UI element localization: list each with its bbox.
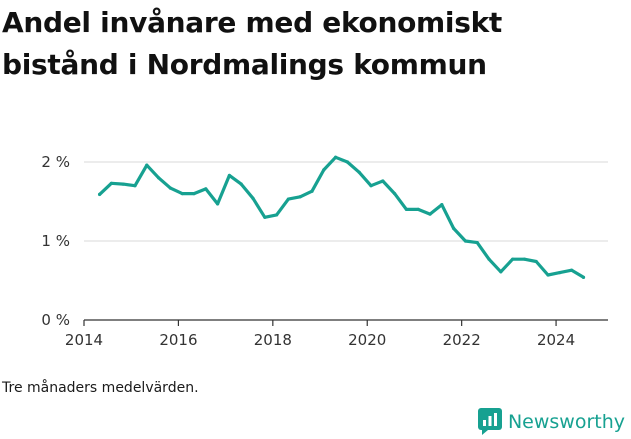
data-point xyxy=(440,203,444,207)
data-point xyxy=(121,182,125,186)
data-point xyxy=(487,257,491,261)
x-tick-label: 2022 xyxy=(443,331,481,349)
y-tick-label: 0 % xyxy=(41,311,70,329)
data-point xyxy=(310,189,314,193)
data-point xyxy=(357,170,361,174)
y-tick-label: 2 % xyxy=(41,153,70,171)
data-point xyxy=(463,239,468,243)
data-point xyxy=(192,192,196,196)
brand-logo[interactable]: Newsworthy xyxy=(477,408,625,436)
data-point xyxy=(263,215,267,219)
data-point xyxy=(511,257,515,261)
data-point xyxy=(145,163,149,167)
data-point xyxy=(534,259,538,264)
chart-caption: Tre månaders medelvärden. xyxy=(2,380,199,396)
x-tick-label: 2020 xyxy=(348,331,386,349)
data-point xyxy=(404,207,409,211)
data-point xyxy=(168,186,172,190)
data-point xyxy=(227,173,231,178)
data-point xyxy=(334,155,338,159)
data-point xyxy=(156,176,161,180)
data-point xyxy=(180,192,184,196)
data-point xyxy=(298,195,302,199)
y-tick-label: 1 % xyxy=(41,232,70,250)
data-point xyxy=(322,168,326,172)
data-point xyxy=(239,182,243,186)
data-point xyxy=(369,184,373,188)
data-point xyxy=(570,268,574,272)
series-line xyxy=(97,155,586,279)
data-point xyxy=(558,271,562,275)
data-point xyxy=(428,212,432,216)
data-point xyxy=(393,192,397,196)
data-point xyxy=(275,213,279,217)
y-axis-labels: 0 % 1 % 2 % xyxy=(41,153,70,329)
data-point xyxy=(109,181,113,185)
data-point xyxy=(452,226,456,230)
data-point xyxy=(499,270,503,274)
x-tick-label: 2016 xyxy=(159,331,197,349)
data-point xyxy=(522,257,527,261)
data-point xyxy=(251,196,255,200)
data-point xyxy=(381,179,385,183)
newsworthy-logo-icon xyxy=(477,408,502,435)
x-tick-label: 2024 xyxy=(537,331,575,349)
data-point xyxy=(133,184,137,188)
x-tick-label: 2018 xyxy=(254,331,292,349)
data-point xyxy=(416,207,420,211)
grid-lines xyxy=(84,161,608,242)
data-point xyxy=(97,192,102,196)
data-point xyxy=(286,197,291,201)
brand-name: Newsworthy xyxy=(507,411,625,433)
data-point xyxy=(204,187,208,191)
series-layer xyxy=(97,155,586,279)
x-axis-labels: 2014 2016 2018 2020 2022 2024 xyxy=(65,331,575,349)
data-point xyxy=(345,160,350,164)
data-point xyxy=(215,202,220,206)
chart-title: Andel invånare med ekonomiskt bistånd i … xyxy=(2,6,503,81)
data-point xyxy=(581,275,586,279)
x-tick-label: 2014 xyxy=(65,331,103,349)
x-axis xyxy=(83,319,608,326)
data-point xyxy=(546,273,550,277)
data-point xyxy=(475,240,479,245)
